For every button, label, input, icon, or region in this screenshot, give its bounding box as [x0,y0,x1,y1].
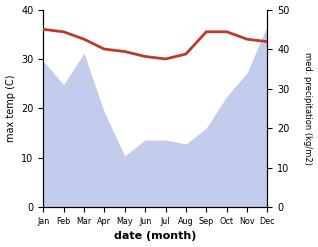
Y-axis label: max temp (C): max temp (C) [5,75,16,142]
Y-axis label: med. precipitation (kg/m2): med. precipitation (kg/m2) [303,52,313,165]
X-axis label: date (month): date (month) [114,231,197,242]
